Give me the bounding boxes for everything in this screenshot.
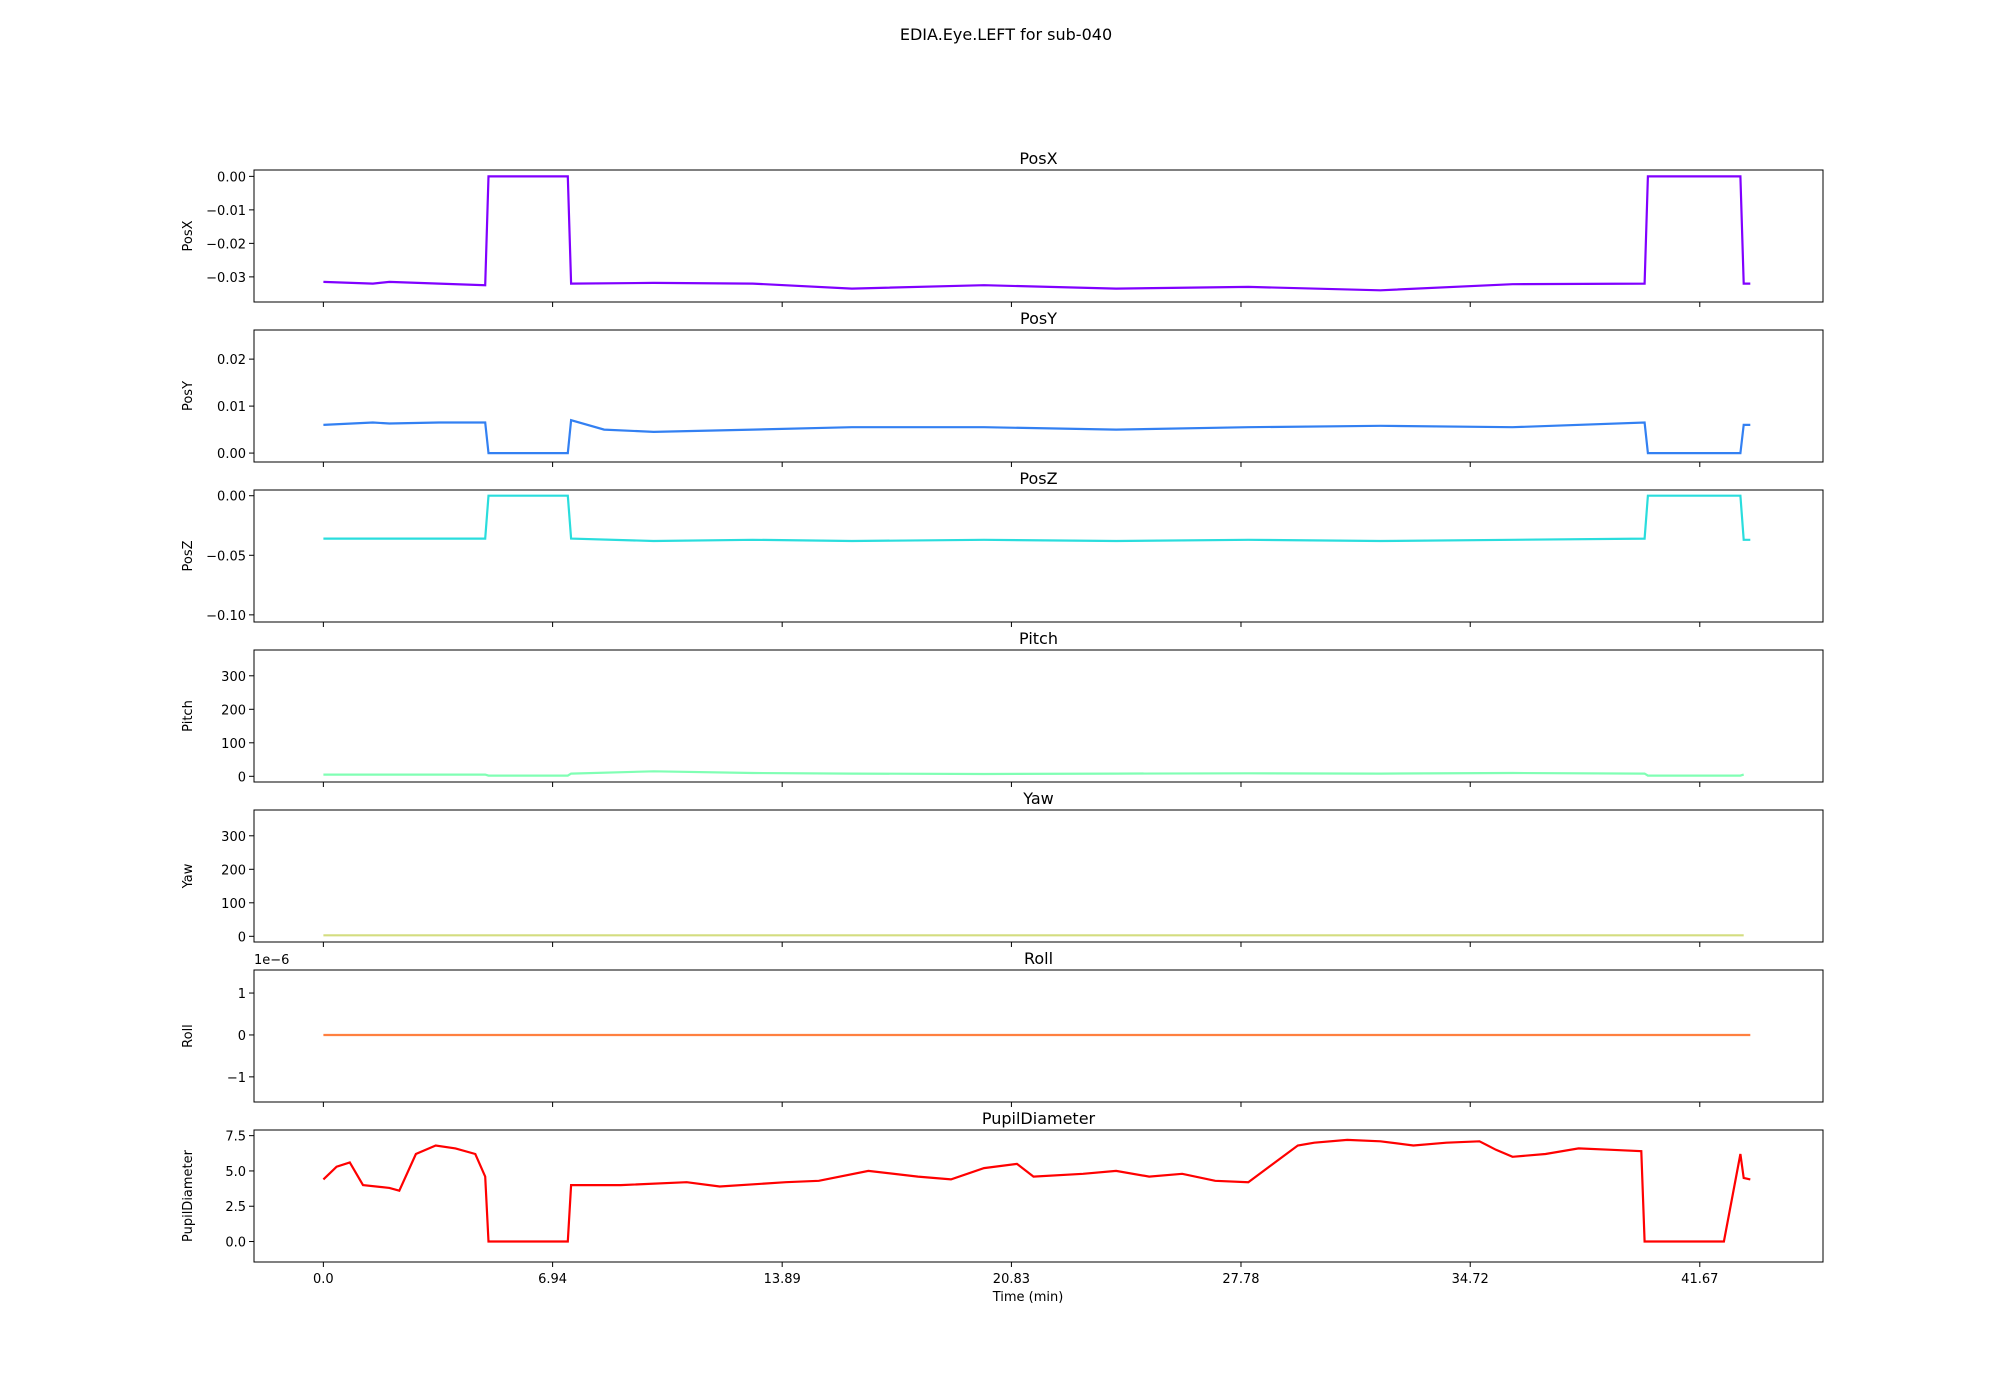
y-tick-label: −0.10 bbox=[206, 609, 246, 624]
subplot-title: Roll bbox=[1024, 949, 1053, 968]
x-tick-label: 20.83 bbox=[993, 1272, 1030, 1287]
series-line bbox=[323, 418, 1751, 455]
subplot-title: PosZ bbox=[1019, 469, 1057, 488]
y-tick-label: 0.00 bbox=[217, 490, 246, 505]
y-tick-label: −1 bbox=[227, 1071, 246, 1086]
subplot-title: PosX bbox=[1019, 149, 1057, 168]
y-tick-label: 1 bbox=[238, 987, 246, 1002]
x-tick-label: 41.67 bbox=[1681, 1272, 1718, 1287]
y-tick-label: 0 bbox=[238, 770, 246, 785]
x-axis-label: Time (min) bbox=[992, 1290, 1064, 1305]
subplot-posy: PosY 0.00 0.01 0.02 PosY bbox=[181, 309, 1824, 467]
y-tick-label: 2.5 bbox=[225, 1200, 246, 1215]
y-tick-label: 0.00 bbox=[217, 447, 246, 462]
x-tick-label: 27.78 bbox=[1222, 1272, 1259, 1287]
figure-title: EDIA.Eye.LEFT for sub-040 bbox=[900, 25, 1112, 44]
subplot-title: PosY bbox=[1020, 309, 1057, 328]
series-line bbox=[323, 494, 1751, 543]
x-tick-label: 13.89 bbox=[764, 1272, 801, 1287]
y-tick-label: 100 bbox=[221, 897, 246, 912]
axes-frame bbox=[253, 1129, 1824, 1263]
subplot-roll: Roll 1 0 −1 Roll 1e−6 bbox=[181, 949, 1824, 1107]
series-line bbox=[323, 175, 1751, 292]
subplot-posz: PosZ 0.00 −0.05 −0.10 PosZ bbox=[181, 469, 1824, 627]
x-tick-label: 0.0 bbox=[313, 1272, 334, 1287]
subplot-title: Yaw bbox=[1022, 789, 1053, 808]
subplot-yaw: Yaw 0 100 200 300 Yaw bbox=[181, 789, 1824, 947]
y-axis-label: PupilDiameter bbox=[181, 1149, 196, 1242]
y-tick-label: 0.01 bbox=[217, 400, 246, 415]
axes-frame bbox=[253, 169, 1824, 303]
axes-frame bbox=[253, 969, 1824, 1103]
subplot-posx: PosX 0.00 −0.01 −0.02 −0.03 PosX bbox=[181, 149, 1824, 307]
x-tick-label: 34.72 bbox=[1452, 1272, 1489, 1287]
y-tick-label: 300 bbox=[221, 670, 246, 685]
subplot-title: Pitch bbox=[1019, 629, 1058, 648]
y-offset-text: 1e−6 bbox=[254, 953, 289, 968]
subplot-title: PupilDiameter bbox=[982, 1109, 1096, 1128]
y-tick-label: −0.05 bbox=[206, 549, 246, 564]
subplot-pupildiameter: PupilDiameter 0.0 2.5 5.0 7.5 PupilDiameter 0.… bbox=[181, 1109, 1824, 1287]
y-tick-label: 5.0 bbox=[225, 1165, 246, 1180]
y-tick-label: 7.5 bbox=[225, 1130, 246, 1145]
y-axis-label: Pitch bbox=[181, 700, 196, 732]
y-tick-label: 100 bbox=[221, 737, 246, 752]
subplot-stack: PosX0.00−0.01−0.02−0.03PosXPosY0.000.010… bbox=[181, 149, 1824, 1287]
axes-frame bbox=[253, 649, 1824, 783]
y-tick-label: 0.02 bbox=[217, 353, 246, 368]
x-tick-label: 6.94 bbox=[538, 1272, 567, 1287]
y-tick-label: 0 bbox=[238, 930, 246, 945]
y-tick-label: 0.00 bbox=[217, 170, 246, 185]
y-tick-label: 200 bbox=[221, 863, 246, 878]
y-tick-label: 0 bbox=[238, 1029, 246, 1044]
y-tick-label: −0.03 bbox=[206, 271, 246, 286]
y-tick-label: 300 bbox=[221, 830, 246, 845]
axes-frame bbox=[253, 489, 1824, 623]
y-axis-label: PosZ bbox=[181, 540, 196, 571]
subplot-pitch: Pitch 0 100 200 300 Pitch bbox=[181, 629, 1824, 787]
y-tick-label: −0.02 bbox=[206, 237, 246, 252]
y-tick-label: 0.0 bbox=[225, 1236, 246, 1251]
y-axis-label: Roll bbox=[181, 1024, 196, 1048]
y-axis-label: Yaw bbox=[181, 863, 196, 889]
y-tick-label: −0.01 bbox=[206, 204, 246, 219]
axes-frame bbox=[253, 809, 1824, 943]
series-line bbox=[323, 770, 1745, 777]
y-axis-label: PosX bbox=[181, 220, 196, 251]
y-tick-label: 200 bbox=[221, 703, 246, 718]
series-line bbox=[322, 1138, 1751, 1243]
y-axis-label: PosY bbox=[181, 381, 196, 411]
axes-frame bbox=[253, 329, 1824, 463]
